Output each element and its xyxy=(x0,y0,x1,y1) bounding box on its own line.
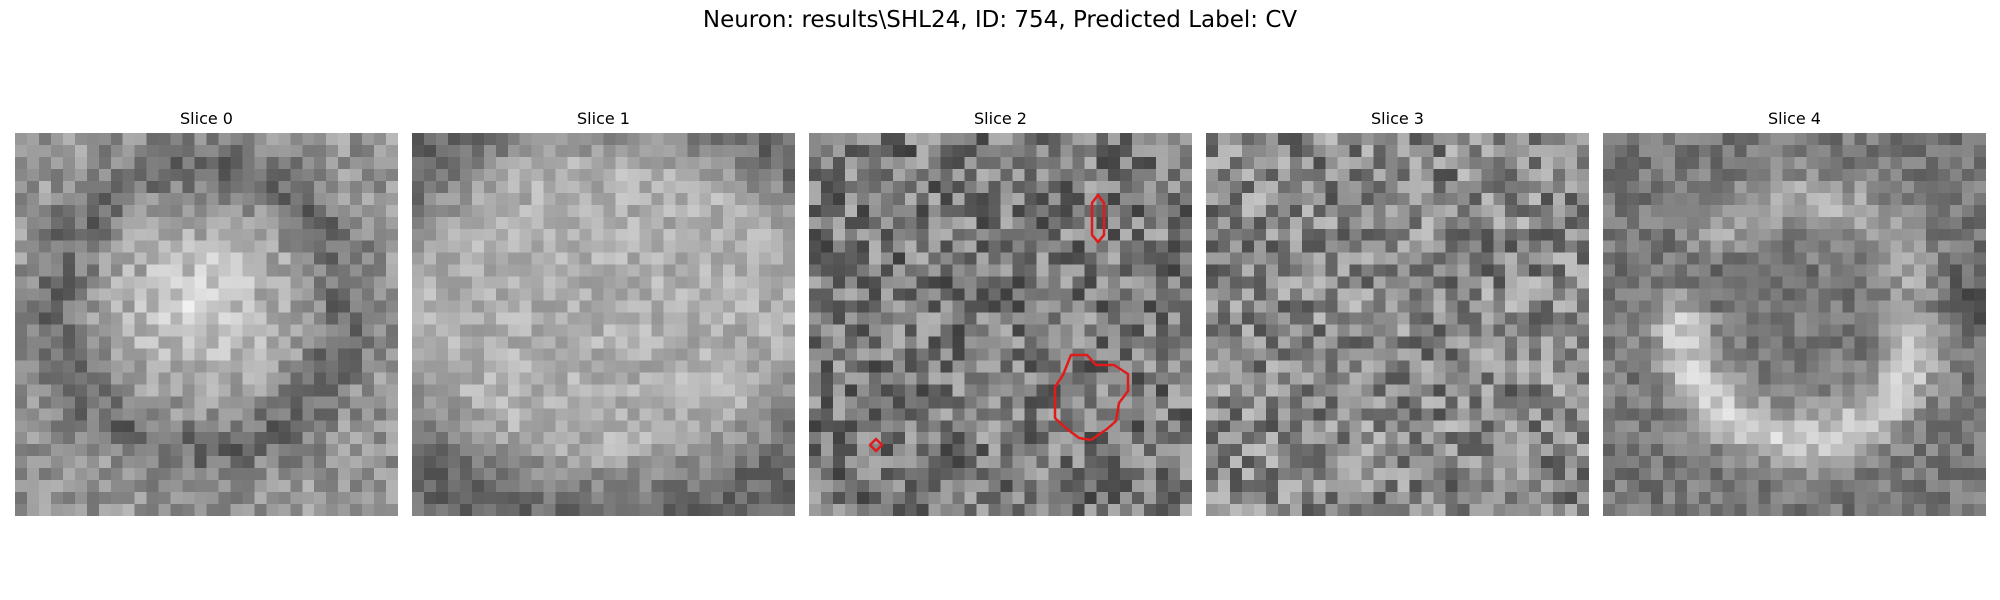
slice-title: Slice 3 xyxy=(1371,109,1424,128)
slice-image xyxy=(809,133,1192,516)
slice-panel-2: Slice 2 xyxy=(809,108,1192,516)
slice-image xyxy=(15,133,398,516)
slice-title: Slice 1 xyxy=(577,109,630,128)
figure-title: Neuron: results\SHL24, ID: 754, Predicte… xyxy=(702,7,1298,33)
slice-panel-4: Slice 4 xyxy=(1603,108,1986,516)
slice-title: Slice 0 xyxy=(180,109,233,128)
slice-image xyxy=(412,133,795,516)
slice-title: Slice 4 xyxy=(1768,109,1821,128)
slice-panel-0: Slice 0 xyxy=(15,108,398,516)
slice-image xyxy=(1603,133,1986,516)
slice-panel-3: Slice 3 xyxy=(1206,108,1589,516)
slice-panel-1: Slice 1 xyxy=(412,108,795,516)
slice-image xyxy=(1206,133,1589,516)
slice-title: Slice 2 xyxy=(974,109,1027,128)
